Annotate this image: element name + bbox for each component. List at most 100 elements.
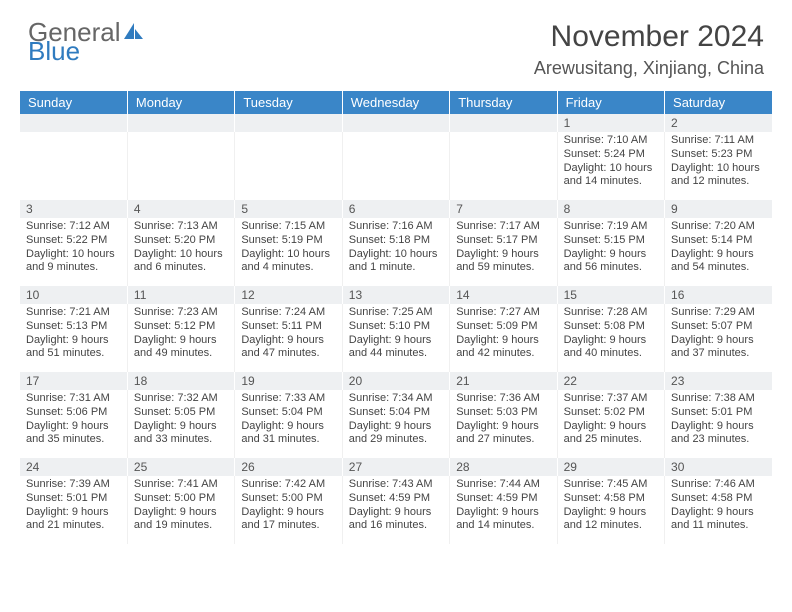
day-cell — [20, 132, 127, 200]
day-line: Daylight: 9 hours — [26, 506, 121, 520]
day-line: Daylight: 9 hours — [671, 334, 766, 348]
day-number: 13 — [342, 286, 449, 304]
day-number — [342, 114, 449, 132]
day-line: Sunrise: 7:42 AM — [241, 478, 335, 492]
day-line: Daylight: 10 hours — [134, 248, 228, 262]
day-number: 11 — [127, 286, 234, 304]
day-line: and 12 minutes. — [671, 175, 766, 189]
day-number: 28 — [450, 458, 557, 476]
day-line: Sunset: 5:07 PM — [671, 320, 766, 334]
day-line: Sunrise: 7:20 AM — [671, 220, 766, 234]
day-line: and 42 minutes. — [456, 347, 550, 361]
day-line: and 59 minutes. — [456, 261, 550, 275]
day-number: 23 — [665, 372, 772, 390]
logo-text-blue: Blue — [28, 39, 80, 64]
day-number — [127, 114, 234, 132]
day-line: Sunset: 5:11 PM — [241, 320, 335, 334]
day-line: Sunset: 5:05 PM — [134, 406, 228, 420]
day-number: 25 — [127, 458, 234, 476]
day-number-row: 17181920212223 — [20, 372, 772, 390]
day-cell: Sunrise: 7:23 AMSunset: 5:12 PMDaylight:… — [127, 304, 234, 372]
day-line: and 14 minutes. — [564, 175, 658, 189]
day-line: and 47 minutes. — [241, 347, 335, 361]
day-number: 10 — [20, 286, 127, 304]
day-line: Daylight: 9 hours — [564, 248, 658, 262]
day-line: and 29 minutes. — [349, 433, 443, 447]
day-number-row: 24252627282930 — [20, 458, 772, 476]
sail-icon — [123, 21, 145, 44]
day-line: Sunrise: 7:33 AM — [241, 392, 335, 406]
day-line: Sunset: 5:13 PM — [26, 320, 121, 334]
month-title: November 2024 — [534, 20, 764, 54]
day-line: Daylight: 9 hours — [349, 506, 443, 520]
day-line: Sunset: 5:02 PM — [564, 406, 658, 420]
day-cell: Sunrise: 7:39 AMSunset: 5:01 PMDaylight:… — [20, 476, 127, 544]
day-number: 27 — [342, 458, 449, 476]
day-number: 29 — [557, 458, 664, 476]
day-number: 17 — [20, 372, 127, 390]
day-line: Daylight: 10 hours — [671, 162, 766, 176]
day-line: and 54 minutes. — [671, 261, 766, 275]
day-cell — [235, 132, 342, 200]
weekday-header: Monday — [127, 91, 234, 114]
day-line: Daylight: 9 hours — [241, 506, 335, 520]
day-line: and 19 minutes. — [134, 519, 228, 533]
day-content-row: Sunrise: 7:31 AMSunset: 5:06 PMDaylight:… — [20, 390, 772, 458]
day-line: and 16 minutes. — [349, 519, 443, 533]
day-line: Sunrise: 7:34 AM — [349, 392, 443, 406]
day-cell: Sunrise: 7:21 AMSunset: 5:13 PMDaylight:… — [20, 304, 127, 372]
day-line: and 23 minutes. — [671, 433, 766, 447]
day-line: Daylight: 10 hours — [241, 248, 335, 262]
day-line: Sunset: 5:08 PM — [564, 320, 658, 334]
day-line: Sunrise: 7:16 AM — [349, 220, 443, 234]
day-line: Sunrise: 7:11 AM — [671, 134, 766, 148]
header: General Blue November 2024 Arewusitang, … — [0, 0, 792, 85]
day-line: Daylight: 9 hours — [349, 334, 443, 348]
weekday-header: Sunday — [20, 91, 127, 114]
day-line: Sunset: 5:23 PM — [671, 148, 766, 162]
weekday-header-row: Sunday Monday Tuesday Wednesday Thursday… — [20, 91, 772, 114]
day-line: Sunset: 5:00 PM — [241, 492, 335, 506]
day-cell: Sunrise: 7:46 AMSunset: 4:58 PMDaylight:… — [665, 476, 772, 544]
day-line: Sunrise: 7:13 AM — [134, 220, 228, 234]
day-line: and 25 minutes. — [564, 433, 658, 447]
day-number-row: 10111213141516 — [20, 286, 772, 304]
day-line: and 14 minutes. — [456, 519, 550, 533]
day-line: Daylight: 9 hours — [134, 334, 228, 348]
day-line: Sunset: 5:06 PM — [26, 406, 121, 420]
day-line: Sunset: 5:14 PM — [671, 234, 766, 248]
day-line: Daylight: 9 hours — [134, 506, 228, 520]
day-line: Sunrise: 7:28 AM — [564, 306, 658, 320]
day-cell: Sunrise: 7:25 AMSunset: 5:10 PMDaylight:… — [342, 304, 449, 372]
day-content-row: Sunrise: 7:10 AMSunset: 5:24 PMDaylight:… — [20, 132, 772, 200]
day-line: and 44 minutes. — [349, 347, 443, 361]
day-cell: Sunrise: 7:27 AMSunset: 5:09 PMDaylight:… — [450, 304, 557, 372]
day-number — [20, 114, 127, 132]
day-number: 16 — [665, 286, 772, 304]
day-cell: Sunrise: 7:20 AMSunset: 5:14 PMDaylight:… — [665, 218, 772, 286]
day-line: Sunrise: 7:45 AM — [564, 478, 658, 492]
day-cell: Sunrise: 7:38 AMSunset: 5:01 PMDaylight:… — [665, 390, 772, 458]
day-line: and 4 minutes. — [241, 261, 335, 275]
day-cell: Sunrise: 7:42 AMSunset: 5:00 PMDaylight:… — [235, 476, 342, 544]
day-number: 5 — [235, 200, 342, 218]
day-cell: Sunrise: 7:13 AMSunset: 5:20 PMDaylight:… — [127, 218, 234, 286]
day-cell: Sunrise: 7:11 AMSunset: 5:23 PMDaylight:… — [665, 132, 772, 200]
day-cell: Sunrise: 7:36 AMSunset: 5:03 PMDaylight:… — [450, 390, 557, 458]
day-line: Sunset: 5:04 PM — [349, 406, 443, 420]
weekday-header: Friday — [557, 91, 664, 114]
day-content-row: Sunrise: 7:12 AMSunset: 5:22 PMDaylight:… — [20, 218, 772, 286]
weekday-header: Tuesday — [235, 91, 342, 114]
day-line: Sunset: 4:59 PM — [456, 492, 550, 506]
day-line: and 27 minutes. — [456, 433, 550, 447]
day-cell: Sunrise: 7:28 AMSunset: 5:08 PMDaylight:… — [557, 304, 664, 372]
day-line: Sunrise: 7:36 AM — [456, 392, 550, 406]
day-line: Sunrise: 7:46 AM — [671, 478, 766, 492]
day-line: Sunrise: 7:23 AM — [134, 306, 228, 320]
day-cell: Sunrise: 7:19 AMSunset: 5:15 PMDaylight:… — [557, 218, 664, 286]
logo: General Blue — [28, 20, 145, 63]
day-line: Sunrise: 7:41 AM — [134, 478, 228, 492]
day-cell: Sunrise: 7:37 AMSunset: 5:02 PMDaylight:… — [557, 390, 664, 458]
day-line: Sunset: 5:22 PM — [26, 234, 121, 248]
day-line: Daylight: 9 hours — [241, 420, 335, 434]
